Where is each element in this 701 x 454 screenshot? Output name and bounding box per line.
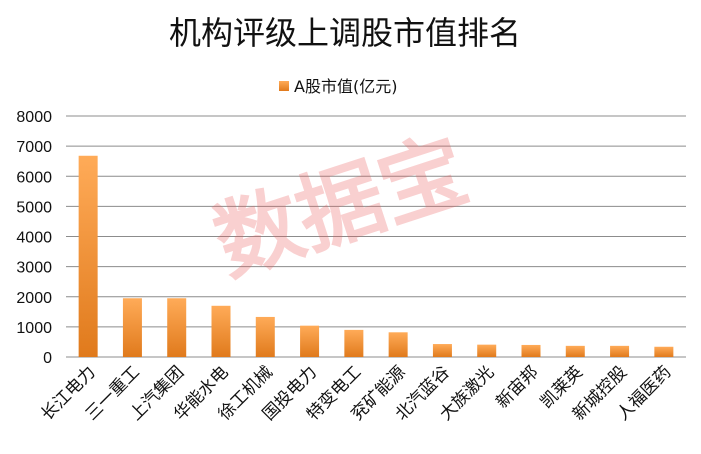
bar [78,155,98,357]
bar [477,344,497,357]
y-tick-label: 6000 [16,169,52,186]
bar [344,329,364,357]
y-tick-label: 8000 [16,109,52,126]
bar [521,344,541,357]
bar [300,325,320,357]
bar [167,298,187,357]
bar [122,298,142,357]
y-axis-ticks: 0 1000 2000 3000 4000 5000 6000 7000 8000 [16,109,52,367]
y-tick-label: 0 [43,350,52,367]
y-tick-label: 5000 [16,199,52,216]
y-tick-label: 7000 [16,139,52,156]
bar [565,345,585,357]
x-tick-label: 新宙邦 [492,362,542,412]
y-tick-label: 1000 [16,320,52,337]
x-axis-labels: 长江电力三一重工上汽集团华能水电徐工机械国投电力特变电工兖矿能源北汽蓝谷大族激光… [37,362,675,424]
y-tick-label: 3000 [16,260,52,277]
legend-swatch [279,81,289,91]
bar [388,332,408,357]
bar [432,344,452,357]
legend: A股市值(亿元) [279,77,397,96]
bar [654,346,674,357]
bar [211,305,231,357]
y-tick-label: 4000 [16,230,52,247]
bar [255,316,275,357]
legend-label: A股市值(亿元) [294,77,397,96]
chart-title: 机构评级上调股市值排名 [169,14,521,52]
y-tick-label: 2000 [16,290,52,307]
bar [610,345,630,357]
bars [78,155,674,357]
